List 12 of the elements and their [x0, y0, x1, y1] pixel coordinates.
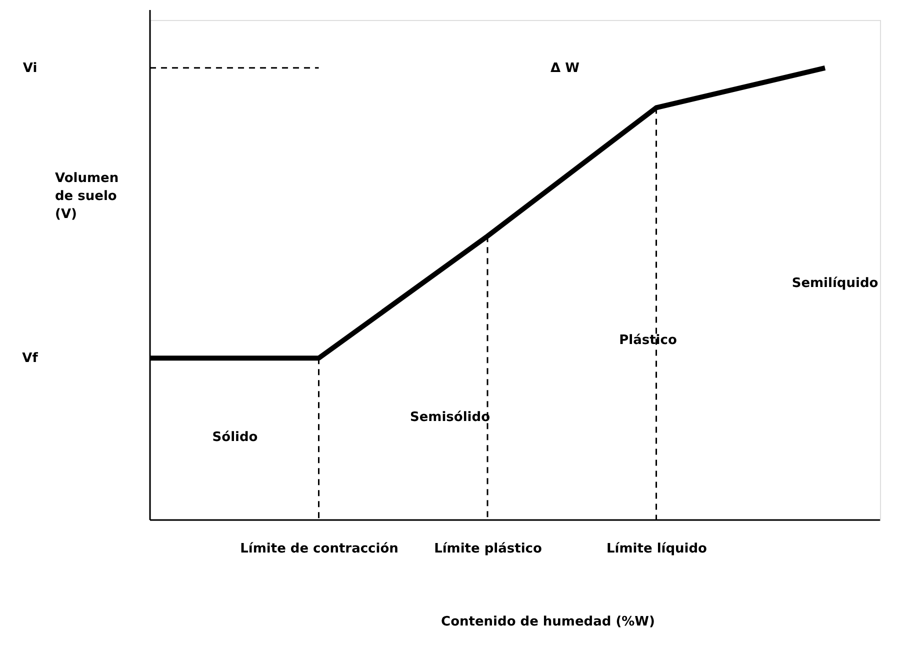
annotation: Sólido	[212, 430, 258, 445]
y-axis-title: Volumen de suelo (V)	[55, 171, 119, 222]
x-tick-label: Límite de contracción	[240, 542, 398, 556]
annotation: Semisólido	[410, 410, 490, 425]
x-tick-label: Límite plástico	[434, 542, 542, 556]
x-tick-label: Límite líquido	[606, 542, 708, 556]
annotation: Plástico	[619, 333, 677, 348]
text: Vf	[22, 351, 38, 366]
annotation: Semilíquido	[792, 276, 878, 291]
annotation: Δ W	[550, 61, 580, 76]
text: Vi	[22, 61, 38, 76]
x-axis-title: Contenido de humedad (%W)	[441, 614, 655, 630]
